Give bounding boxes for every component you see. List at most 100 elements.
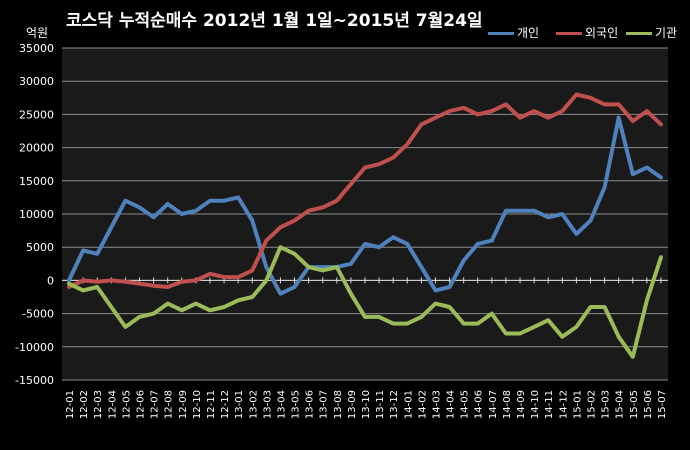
data-point-s1 bbox=[208, 272, 212, 276]
data-point-s1 bbox=[659, 122, 663, 126]
data-point-s1 bbox=[631, 119, 635, 123]
data-point-s0 bbox=[588, 219, 593, 223]
y-tick-label: 15000 bbox=[19, 175, 54, 188]
x-tick-label: 13-09 bbox=[347, 390, 358, 419]
data-point-s2 bbox=[222, 305, 226, 309]
x-tick-label: 13-04 bbox=[276, 390, 287, 419]
data-point-s0 bbox=[250, 219, 254, 223]
data-point-s1 bbox=[560, 109, 564, 113]
x-tick-label: 12-05 bbox=[121, 390, 132, 419]
data-point-s2 bbox=[617, 335, 621, 339]
data-point-s2 bbox=[504, 331, 508, 336]
x-tick-label: 14-04 bbox=[446, 390, 457, 419]
x-tick-label: 12-09 bbox=[178, 390, 189, 419]
data-point-s1 bbox=[292, 219, 297, 223]
x-tick-label: 12-02 bbox=[79, 390, 90, 419]
data-point-s0 bbox=[292, 285, 297, 289]
data-point-s0 bbox=[236, 195, 240, 199]
data-point-s1 bbox=[617, 102, 621, 107]
x-tick-label: 12-01 bbox=[65, 390, 76, 419]
data-point-s2 bbox=[137, 315, 142, 319]
data-point-s1 bbox=[405, 142, 409, 146]
x-tick-label: 14-09 bbox=[516, 390, 527, 419]
data-point-s0 bbox=[433, 288, 438, 292]
data-point-s0 bbox=[476, 242, 480, 246]
x-tick-label: 14-07 bbox=[488, 390, 499, 419]
data-point-s2 bbox=[335, 265, 339, 269]
x-tick-label: 14-10 bbox=[530, 390, 541, 419]
data-point-s1 bbox=[490, 109, 494, 113]
x-tick-label: 15-02 bbox=[586, 390, 597, 419]
data-point-s1 bbox=[335, 199, 339, 203]
data-point-s0 bbox=[264, 265, 268, 269]
x-tick-label: 15-01 bbox=[572, 390, 583, 419]
data-point-s2 bbox=[631, 355, 635, 359]
data-point-s0 bbox=[645, 165, 649, 170]
data-point-s0 bbox=[137, 205, 142, 209]
data-point-s2 bbox=[659, 255, 663, 259]
data-point-s0 bbox=[490, 238, 494, 243]
y-tick-label: 10000 bbox=[19, 208, 54, 221]
data-point-s2 bbox=[588, 305, 593, 309]
data-point-s1 bbox=[349, 182, 353, 186]
data-point-s1 bbox=[81, 278, 85, 282]
data-point-s2 bbox=[81, 288, 85, 292]
data-point-s2 bbox=[208, 308, 212, 312]
data-point-s1 bbox=[574, 92, 578, 97]
data-point-s0 bbox=[631, 172, 635, 176]
data-point-s1 bbox=[264, 238, 268, 243]
x-tick-label: 12-06 bbox=[136, 390, 147, 419]
data-point-s0 bbox=[659, 175, 663, 180]
data-point-s1 bbox=[447, 109, 452, 113]
data-point-s1 bbox=[278, 225, 283, 229]
data-point-s0 bbox=[546, 215, 550, 219]
data-point-s2 bbox=[433, 302, 438, 306]
data-point-s2 bbox=[419, 315, 423, 319]
data-point-s2 bbox=[476, 321, 480, 326]
x-tick-label: 12-07 bbox=[150, 390, 161, 419]
data-point-s2 bbox=[490, 312, 494, 316]
data-point-s0 bbox=[617, 116, 621, 120]
data-point-s2 bbox=[574, 325, 578, 329]
data-point-s1 bbox=[123, 280, 128, 284]
data-point-s1 bbox=[588, 96, 593, 100]
data-point-s1 bbox=[504, 102, 508, 107]
x-tick-label: 15-07 bbox=[657, 390, 668, 419]
x-tick-label: 14-12 bbox=[558, 390, 569, 419]
data-point-s2 bbox=[391, 321, 395, 326]
x-tick-label: 14-02 bbox=[417, 390, 428, 419]
x-tick-label: 12-10 bbox=[192, 390, 203, 419]
y-tick-label: 25000 bbox=[19, 108, 54, 121]
data-point-s2 bbox=[123, 325, 128, 329]
x-tick-label: 12-04 bbox=[107, 390, 118, 419]
x-tick-label: 13-07 bbox=[319, 390, 330, 419]
data-point-s2 bbox=[532, 325, 536, 329]
data-point-s0 bbox=[123, 199, 128, 203]
data-point-s0 bbox=[222, 199, 226, 203]
data-point-s1 bbox=[602, 102, 607, 107]
y-tick-label: -10000 bbox=[15, 341, 54, 354]
data-point-s2 bbox=[546, 318, 550, 322]
data-point-s0 bbox=[194, 209, 198, 213]
y-tick-label: 0 bbox=[47, 274, 54, 287]
x-tick-label: 12-03 bbox=[93, 390, 104, 419]
data-point-s0 bbox=[166, 202, 170, 206]
x-tick-label: 13-11 bbox=[375, 390, 386, 419]
x-tick-label: 14-08 bbox=[502, 390, 513, 419]
legend-label-institution: 기관 bbox=[655, 26, 678, 40]
legend-swatch-personal bbox=[488, 32, 514, 35]
legend-item-institution: 기관 bbox=[626, 24, 677, 41]
data-point-s1 bbox=[137, 282, 142, 286]
data-point-s2 bbox=[180, 308, 184, 312]
x-tick-label: 12-08 bbox=[164, 390, 175, 419]
data-point-s1 bbox=[166, 285, 170, 289]
data-point-s0 bbox=[349, 262, 353, 266]
data-point-s0 bbox=[560, 212, 564, 216]
data-point-s2 bbox=[236, 298, 240, 302]
data-point-s2 bbox=[645, 298, 649, 302]
data-point-s2 bbox=[109, 305, 113, 309]
data-point-s2 bbox=[321, 268, 325, 273]
data-point-s2 bbox=[95, 285, 99, 289]
x-tick-label: 14-06 bbox=[474, 390, 485, 419]
